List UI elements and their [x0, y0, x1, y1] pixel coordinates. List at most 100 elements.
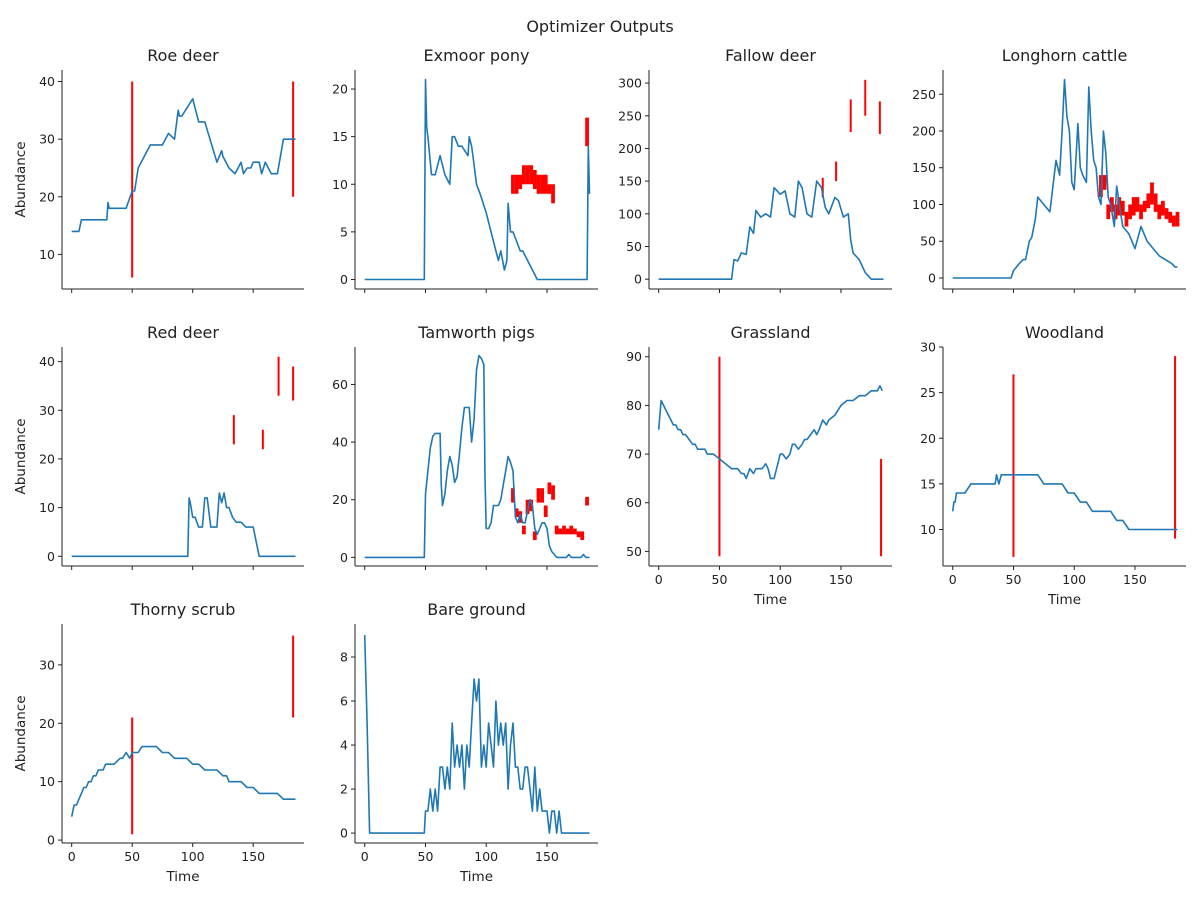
x-tick-label: 100 — [1062, 572, 1086, 587]
target-range-bar — [1146, 193, 1151, 209]
target-range-bar — [562, 525, 566, 535]
x-tick-label: 0 — [655, 572, 663, 587]
target-range-bar — [1135, 197, 1140, 212]
target-range-bar — [547, 184, 552, 194]
abundance-line — [952, 78, 1178, 279]
abundance-line — [71, 98, 296, 233]
y-tick-label: 0 — [634, 272, 642, 287]
y-tick-label: 25 — [920, 385, 936, 400]
target-range-bar — [543, 174, 548, 194]
target-range-bar — [547, 482, 552, 494]
y-tick-label: 2 — [340, 782, 348, 797]
y-tick-label: 80 — [626, 398, 642, 413]
y-tick-label: 20 — [39, 189, 55, 204]
y-tick-label: 30 — [39, 657, 55, 672]
subplot: Roe deer 10 20 30 40 Abundance — [13, 46, 304, 293]
target-range-bar — [573, 528, 577, 535]
y-tick-label: 0 — [47, 833, 55, 848]
x-axis-label: Time — [753, 592, 787, 608]
y-tick-label: 60 — [332, 377, 348, 392]
target-range-bar — [529, 499, 534, 512]
y-tick-label: 15 — [332, 129, 348, 144]
subplot-title: Longhorn cattle — [1002, 46, 1128, 65]
subplot-title: Thorny scrub — [130, 600, 236, 619]
y-tick-label: 30 — [39, 132, 55, 147]
y-axis-label: Abundance — [13, 418, 29, 494]
x-tick-label: 50 — [124, 849, 140, 864]
y-tick-label: 20 — [920, 431, 936, 446]
target-range-bar — [1110, 197, 1114, 212]
target-range-bar — [511, 488, 515, 503]
subplot: Longhorn cattle 0 50 100 150 200 250 — [912, 46, 1186, 293]
subplot-title: Fallow deer — [725, 46, 816, 65]
y-tick-label: 20 — [39, 716, 55, 731]
target-range-bar — [1175, 211, 1180, 227]
target-range-bar — [1153, 193, 1158, 212]
x-tick-label: 100 — [181, 849, 205, 864]
abundance-line — [71, 492, 296, 558]
y-tick-label: 50 — [626, 544, 642, 559]
x-tick-label: 50 — [712, 572, 728, 587]
target-range-bar — [551, 184, 555, 204]
target-range-bar — [1168, 211, 1173, 223]
y-tick-label: 150 — [912, 160, 936, 175]
target-range-bar — [514, 174, 519, 194]
abundance-line — [70, 745, 296, 817]
y-tick-label: 250 — [912, 87, 936, 102]
target-range-bar — [1150, 182, 1154, 205]
target-range-bar — [554, 525, 559, 535]
target-range-bar — [532, 169, 537, 190]
target-range-bar — [522, 165, 526, 185]
target-range-bar — [585, 117, 589, 147]
target-range-bar — [580, 531, 585, 541]
y-tick-label: 200 — [618, 141, 642, 156]
y-tick-label: 10 — [332, 177, 348, 192]
x-tick-label: 150 — [535, 849, 559, 864]
target-range-bar — [540, 488, 544, 503]
y-tick-label: 10 — [39, 500, 55, 515]
target-range-bar — [1124, 211, 1129, 227]
y-tick-label: 0 — [340, 826, 348, 841]
y-tick-label: 0 — [928, 270, 936, 285]
abundance-line — [658, 180, 884, 281]
subplot: Exmoor pony 0 5 10 15 20 — [332, 46, 598, 293]
x-tick-label: 150 — [829, 572, 853, 587]
target-range-bar — [514, 508, 519, 518]
y-tick-label: 30 — [39, 403, 55, 418]
y-tick-label: 40 — [39, 74, 55, 89]
y-tick-label: 50 — [626, 239, 642, 254]
subplot-title: Red deer — [147, 323, 219, 342]
target-range-bar — [1139, 204, 1143, 220]
target-range-bar — [1120, 200, 1125, 216]
y-tick-label: 100 — [618, 206, 642, 221]
target-range-bar — [536, 488, 541, 503]
target-range-bar — [525, 165, 530, 185]
subplot: Woodland 10 15 20 25 30 0 50 100 150 Time — [920, 323, 1186, 608]
target-range-bar — [569, 525, 574, 535]
x-tick-label: 150 — [1123, 572, 1147, 587]
y-tick-label: 5 — [340, 224, 348, 239]
subplot: Grassland 50 60 70 80 90 0 50 100 150 Time — [626, 323, 892, 608]
subplot: Red deer 0 10 20 30 40 Abundance — [13, 323, 304, 570]
y-tick-label: 200 — [912, 123, 936, 138]
subplot: Tamworth pigs 0 20 40 60 — [332, 323, 598, 570]
subplot: Fallow deer 0 50 100 150 200 250 300 — [618, 46, 892, 293]
target-range-bar — [1131, 197, 1136, 216]
y-tick-label: 20 — [39, 451, 55, 466]
y-tick-label: 40 — [39, 354, 55, 369]
target-range-bar — [1142, 200, 1147, 212]
y-tick-label: 30 — [920, 340, 936, 355]
y-tick-label: 10 — [39, 247, 55, 262]
target-range-bar — [518, 174, 523, 190]
target-range-bar — [540, 174, 544, 194]
y-tick-label: 20 — [332, 82, 348, 97]
x-axis-label: Time — [165, 869, 199, 885]
target-range-bar — [532, 531, 537, 541]
subplot-title: Woodland — [1025, 323, 1104, 342]
y-tick-label: 4 — [340, 738, 348, 753]
x-tick-label: 100 — [768, 572, 792, 587]
y-tick-label: 0 — [340, 272, 348, 287]
target-range-bar — [585, 496, 589, 506]
y-tick-label: 10 — [920, 522, 936, 537]
